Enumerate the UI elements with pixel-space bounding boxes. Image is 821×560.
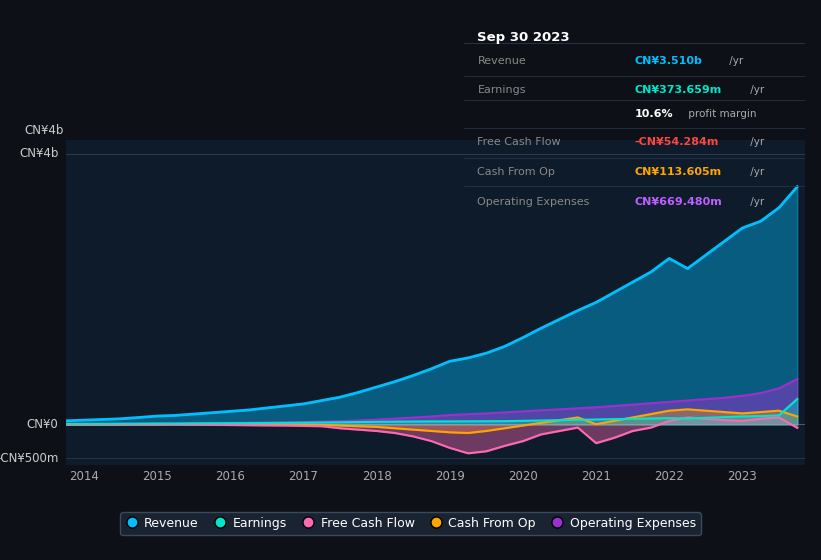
Text: profit margin: profit margin [686,109,757,119]
Legend: Revenue, Earnings, Free Cash Flow, Cash From Op, Operating Expenses: Revenue, Earnings, Free Cash Flow, Cash … [121,512,700,535]
Text: Revenue: Revenue [478,55,526,66]
Text: Operating Expenses: Operating Expenses [478,197,589,207]
Text: /yr: /yr [746,197,764,207]
Text: CN¥113.605m: CN¥113.605m [635,167,722,177]
Text: /yr: /yr [746,85,764,95]
Text: Earnings: Earnings [478,85,526,95]
Text: 10.6%: 10.6% [635,109,673,119]
Text: CN¥3.510b: CN¥3.510b [635,55,702,66]
Text: /yr: /yr [746,167,764,177]
Text: /yr: /yr [746,137,764,147]
Text: Sep 30 2023: Sep 30 2023 [478,31,570,44]
Text: /yr: /yr [727,55,744,66]
Text: CN¥373.659m: CN¥373.659m [635,85,722,95]
Text: CN¥4b: CN¥4b [19,147,58,160]
Text: -CN¥500m: -CN¥500m [0,451,58,465]
Text: CN¥669.480m: CN¥669.480m [635,197,722,207]
Text: CN¥4b: CN¥4b [25,124,64,137]
Text: Cash From Op: Cash From Op [478,167,555,177]
Text: Free Cash Flow: Free Cash Flow [478,137,561,147]
Text: -CN¥54.284m: -CN¥54.284m [635,137,718,147]
Text: CN¥0: CN¥0 [26,418,58,431]
